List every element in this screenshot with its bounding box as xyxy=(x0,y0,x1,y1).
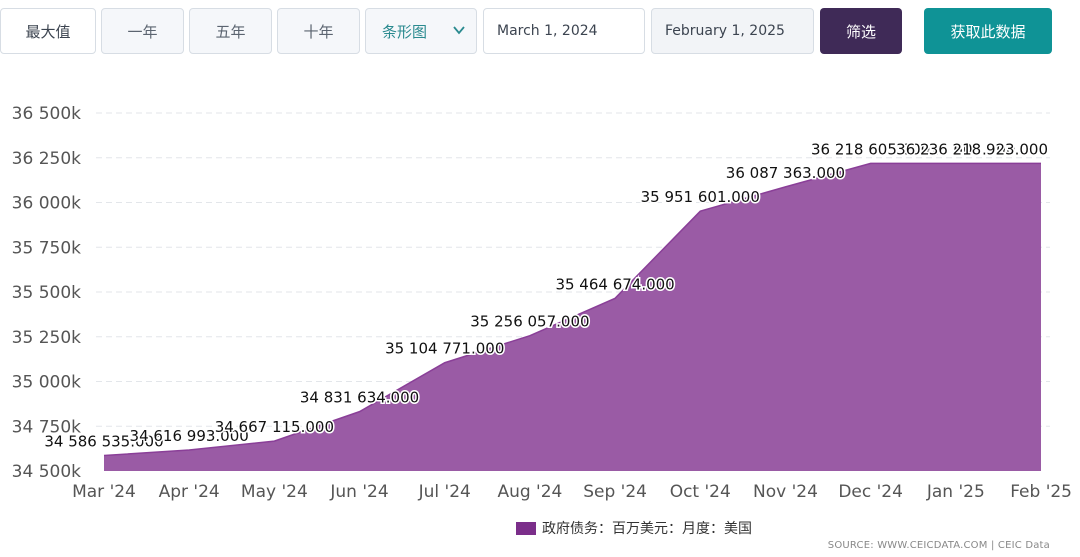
y-tick-label: 35 750k xyxy=(12,238,81,258)
y-tick-label: 36 250k xyxy=(12,149,81,169)
x-tick-label: Mar '24 xyxy=(72,482,136,502)
data-label: 34 667 115.000 xyxy=(215,418,334,436)
data-label: 36 218 605.000 xyxy=(811,140,930,158)
range-1y-button[interactable]: 一年 xyxy=(101,8,184,54)
data-label: 35 951 601.000 xyxy=(641,188,760,206)
x-tick-label: Feb '25 xyxy=(1010,482,1072,502)
data-label: 35 464 674.000 xyxy=(555,275,674,293)
source-note: SOURCE: WWW.CEICDATA.COM | CEIC Data xyxy=(827,540,1050,551)
legend-label: 政府债务：百万美元：月度：美国 xyxy=(542,521,752,537)
start-date-input[interactable]: March 1, 2024 xyxy=(483,8,645,54)
range-max-button[interactable]: 最大值 xyxy=(0,8,96,54)
data-label: 34 616 993.000 xyxy=(130,427,249,445)
x-tick-label: Nov '24 xyxy=(753,482,818,502)
legend[interactable]: 政府债务：百万美元：月度：美国 xyxy=(516,518,752,538)
x-tick-label: Apr '24 xyxy=(159,482,220,502)
x-axis-ticks: Mar '24 Apr '24 May '24 Jun '24 Jul '24 Aug '… xyxy=(72,482,1072,502)
filter-button[interactable]: 筛选 xyxy=(820,8,902,54)
chart-type-select[interactable]: 条形图 xyxy=(365,8,477,54)
range-10y-button[interactable]: 十年 xyxy=(277,8,360,54)
x-tick-label: Jul '24 xyxy=(418,482,471,502)
range-5y-button[interactable]: 五年 xyxy=(189,8,272,54)
y-tick-label: 35 250k xyxy=(12,328,81,348)
area-line xyxy=(103,162,1042,457)
y-tick-label: 34 750k xyxy=(12,417,81,437)
y-tick-label: 34 500k xyxy=(12,462,81,482)
data-label: 36 218 605.000 xyxy=(896,140,1015,158)
x-tick-label: Oct '24 xyxy=(670,482,731,502)
end-date-input[interactable]: February 1, 2025 xyxy=(651,8,814,54)
x-tick-label: Dec '24 xyxy=(838,482,903,502)
get-data-button[interactable]: 获取此数据 xyxy=(924,8,1052,54)
y-tick-label: 36 000k xyxy=(12,194,81,214)
toolbar: 最大值 一年 五年 十年 条形图 March 1, 2024 February … xyxy=(0,0,1080,64)
y-tick-label: 36 500k xyxy=(12,104,81,124)
legend-swatch xyxy=(516,521,536,535)
data-label: 35 256 057.000 xyxy=(470,313,589,331)
data-label: 36 087 363.000 xyxy=(726,164,845,182)
chevron-down-icon xyxy=(453,26,465,35)
x-tick-label: Sep '24 xyxy=(583,482,647,502)
x-tick-label: Jun '24 xyxy=(329,482,388,502)
area-series xyxy=(103,162,1042,471)
x-tick-label: Aug '24 xyxy=(497,482,562,502)
y-tick-label: 35 500k xyxy=(12,283,81,303)
y-tick-label: 35 000k xyxy=(12,373,81,393)
chart-type-select-value: 条形图 xyxy=(382,22,428,41)
data-label: 36 218 923.000 xyxy=(929,140,1048,158)
y-axis-ticks: 34 500k 34 750k 35 000k 35 250k 35 500k 35 75… xyxy=(12,104,81,482)
data-label: 34 831 634.000 xyxy=(300,389,419,407)
data-label: 35 104 771.000 xyxy=(385,340,504,358)
x-tick-label: Jan '25 xyxy=(926,482,985,502)
data-label: 34 586 535.000 xyxy=(44,433,163,451)
x-tick-label: May '24 xyxy=(241,482,308,502)
